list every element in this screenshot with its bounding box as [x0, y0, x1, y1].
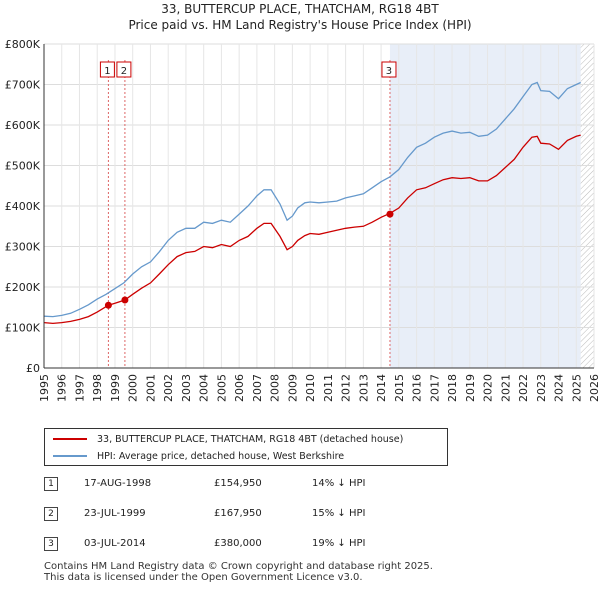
sale-price: £154,950 — [214, 478, 262, 489]
footer-line-2: This data is licensed under the Open Gov… — [44, 572, 363, 583]
x-tick-label: 2015 — [393, 374, 406, 402]
x-tick-label: 2000 — [127, 374, 140, 402]
sale-price: £380,000 — [214, 538, 262, 549]
chart-legend: 33, BUTTERCUP PLACE, THATCHAM, RG18 4BT … — [44, 428, 448, 466]
y-tick-label: £0 — [26, 362, 40, 375]
x-tick-label: 2001 — [144, 374, 157, 402]
sale-marker-label: 3 — [386, 66, 392, 77]
x-tick-label: 2009 — [286, 374, 299, 402]
x-tick-label: 1996 — [56, 374, 69, 402]
y-tick-label: £200K — [5, 281, 41, 294]
x-tick-label: 2025 — [570, 374, 583, 402]
chart-subtitle: Price paid vs. HM Land Registry's House … — [128, 18, 472, 32]
x-tick-label: 2026 — [588, 374, 600, 402]
x-tick-label: 2016 — [411, 374, 424, 402]
y-tick-label: £500K — [5, 160, 41, 173]
x-tick-label: 2021 — [499, 374, 512, 402]
x-tick-label: 2005 — [215, 374, 228, 402]
sale-point — [386, 210, 394, 218]
x-tick-label: 2003 — [180, 374, 193, 402]
sale-point — [104, 301, 112, 309]
sale-price: £167,950 — [214, 508, 262, 519]
x-tick-label: 2013 — [357, 374, 370, 402]
sale-date: 17-AUG-1998 — [84, 478, 152, 489]
sale-marker-label: 2 — [121, 66, 127, 77]
x-tick-label: 1995 — [38, 374, 51, 402]
sale-hpi-diff: 15% ↓ HPI — [312, 508, 366, 519]
y-tick-label: £400K — [5, 200, 41, 213]
price-chart: £0 £100K £200K £300K £400K £500K £600K £700K £80… — [5, 38, 600, 402]
x-tick-label: 2020 — [482, 374, 495, 402]
x-tick-label: 2012 — [340, 374, 353, 402]
x-tick-label: 2004 — [198, 374, 211, 402]
sale-row: 1 17-AUG-1998 £154,950 14% ↓ HPI — [44, 474, 444, 494]
x-tick-label: 2018 — [446, 374, 459, 402]
legend-item-property: 33, BUTTERCUP PLACE, THATCHAM, RG18 4BT … — [45, 431, 403, 447]
legend-label-hpi: HPI: Average price, detached house, West… — [97, 450, 345, 462]
x-tick-label: 2008 — [269, 374, 282, 402]
x-tick-label: 2007 — [251, 374, 264, 402]
x-tick-label: 2023 — [535, 374, 548, 402]
y-tick-label: £800K — [5, 38, 41, 51]
footer-credits: Contains HM Land Registry data © Crown c… — [44, 561, 433, 583]
x-tick-label: 2010 — [304, 374, 317, 402]
property-price-line — [43, 134, 581, 325]
x-tick-label: 2002 — [162, 374, 175, 402]
sale-point — [121, 296, 129, 304]
sale-row: 3 03-JUL-2014 £380,000 19% ↓ HPI — [44, 534, 444, 554]
x-tick-label: 1998 — [91, 374, 104, 402]
sale-row: 2 23-JUL-1999 £167,950 15% ↓ HPI — [44, 504, 444, 524]
sale-marker-box — [99, 61, 115, 78]
x-tick-label: 2022 — [517, 374, 530, 402]
legend-line-red — [53, 438, 87, 440]
sale-hpi-diff: 19% ↓ HPI — [312, 538, 366, 549]
y-tick-label: £700K — [5, 79, 41, 92]
hpi-line — [43, 81, 581, 318]
y-tick-label: £100K — [5, 322, 41, 335]
sale-number-badge: 1 — [44, 477, 58, 491]
chart-title: 33, BUTTERCUP PLACE, THATCHAM, RG18 4BT — [161, 2, 439, 16]
sale-marker-label: 1 — [104, 66, 110, 77]
legend-line-blue — [53, 455, 87, 457]
x-tick-label: 2011 — [322, 374, 335, 402]
x-tick-label: 2017 — [428, 374, 441, 402]
sale-marker-box — [381, 61, 397, 78]
x-tick-label: 2006 — [233, 374, 246, 402]
footer-line-1: Contains HM Land Registry data © Crown c… — [44, 561, 433, 572]
sale-number-badge: 2 — [44, 507, 58, 521]
sale-hpi-diff: 14% ↓ HPI — [312, 478, 366, 489]
x-tick-label: 1999 — [109, 374, 122, 402]
x-tick-label: 2024 — [553, 374, 566, 402]
legend-label-property: 33, BUTTERCUP PLACE, THATCHAM, RG18 4BT … — [97, 433, 404, 445]
x-tick-label: 2019 — [464, 374, 477, 402]
legend-item-hpi: HPI: Average price, detached house, West… — [45, 448, 344, 464]
y-tick-label: £600K — [5, 119, 41, 132]
sale-date: 23-JUL-1999 — [84, 508, 146, 519]
x-tick-label: 1997 — [73, 374, 86, 402]
y-tick-label: £300K — [5, 241, 41, 254]
sale-marker-box — [116, 61, 132, 78]
sale-number-badge: 3 — [44, 537, 58, 551]
sale-date: 03-JUL-2014 — [84, 538, 146, 549]
x-tick-label: 2014 — [375, 374, 388, 402]
